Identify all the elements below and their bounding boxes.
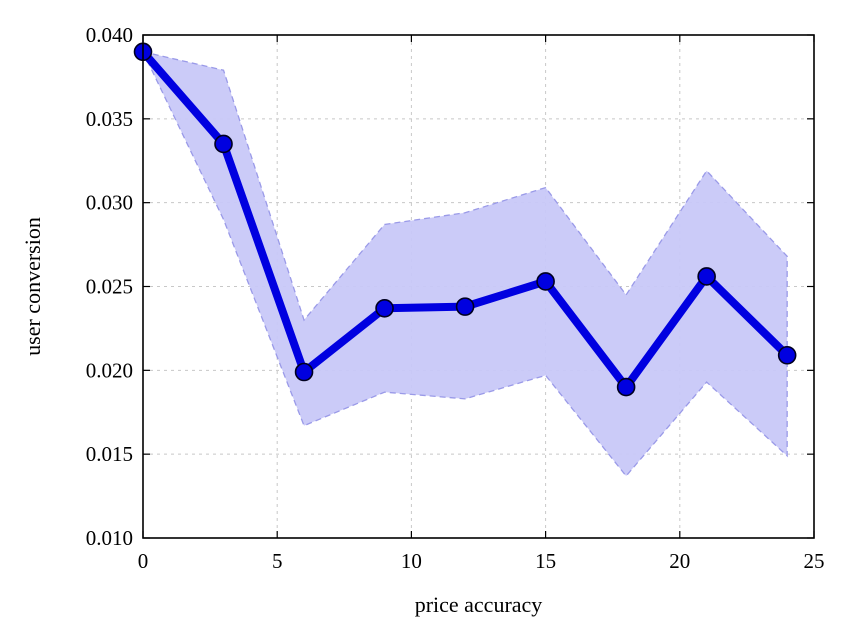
y-tick-label: 0.040 xyxy=(86,23,133,47)
x-tick-label: 25 xyxy=(804,549,825,573)
data-point-marker xyxy=(375,298,394,318)
x-tick-label: 15 xyxy=(535,549,556,573)
x-tick-label: 20 xyxy=(669,549,690,573)
x-tick-label: 0 xyxy=(138,549,149,573)
data-point-marker xyxy=(697,267,716,286)
data-point-marker xyxy=(616,377,636,397)
confidence-band xyxy=(141,50,788,477)
data-point-marker xyxy=(294,362,314,382)
y-tick-label: 0.015 xyxy=(86,442,133,466)
y-tick-labels: 0.010 0.015 0.020 0.025 0.030 0.035 0.040 xyxy=(86,23,133,550)
x-tick-label: 10 xyxy=(401,549,422,573)
axis-ticks xyxy=(142,34,815,539)
x-tick-label: 5 xyxy=(272,549,283,573)
confidence-band-area xyxy=(141,50,788,477)
data-point-marker xyxy=(536,272,555,291)
data-point-marker xyxy=(777,345,797,365)
y-tick-label: 0.025 xyxy=(86,275,133,299)
series-markers xyxy=(133,42,797,397)
y-tick-label: 0.020 xyxy=(86,358,133,382)
data-point-marker xyxy=(455,297,475,316)
y-axis-label: user conversion xyxy=(20,217,45,356)
y-tick-label: 0.035 xyxy=(86,107,133,131)
data-point-marker xyxy=(214,134,233,154)
y-tick-label: 0.010 xyxy=(86,526,133,550)
x-tick-labels: 0 5 10 15 20 25 xyxy=(138,549,825,573)
x-axis-label: price accuracy xyxy=(415,592,543,617)
y-tick-label: 0.030 xyxy=(86,191,133,215)
